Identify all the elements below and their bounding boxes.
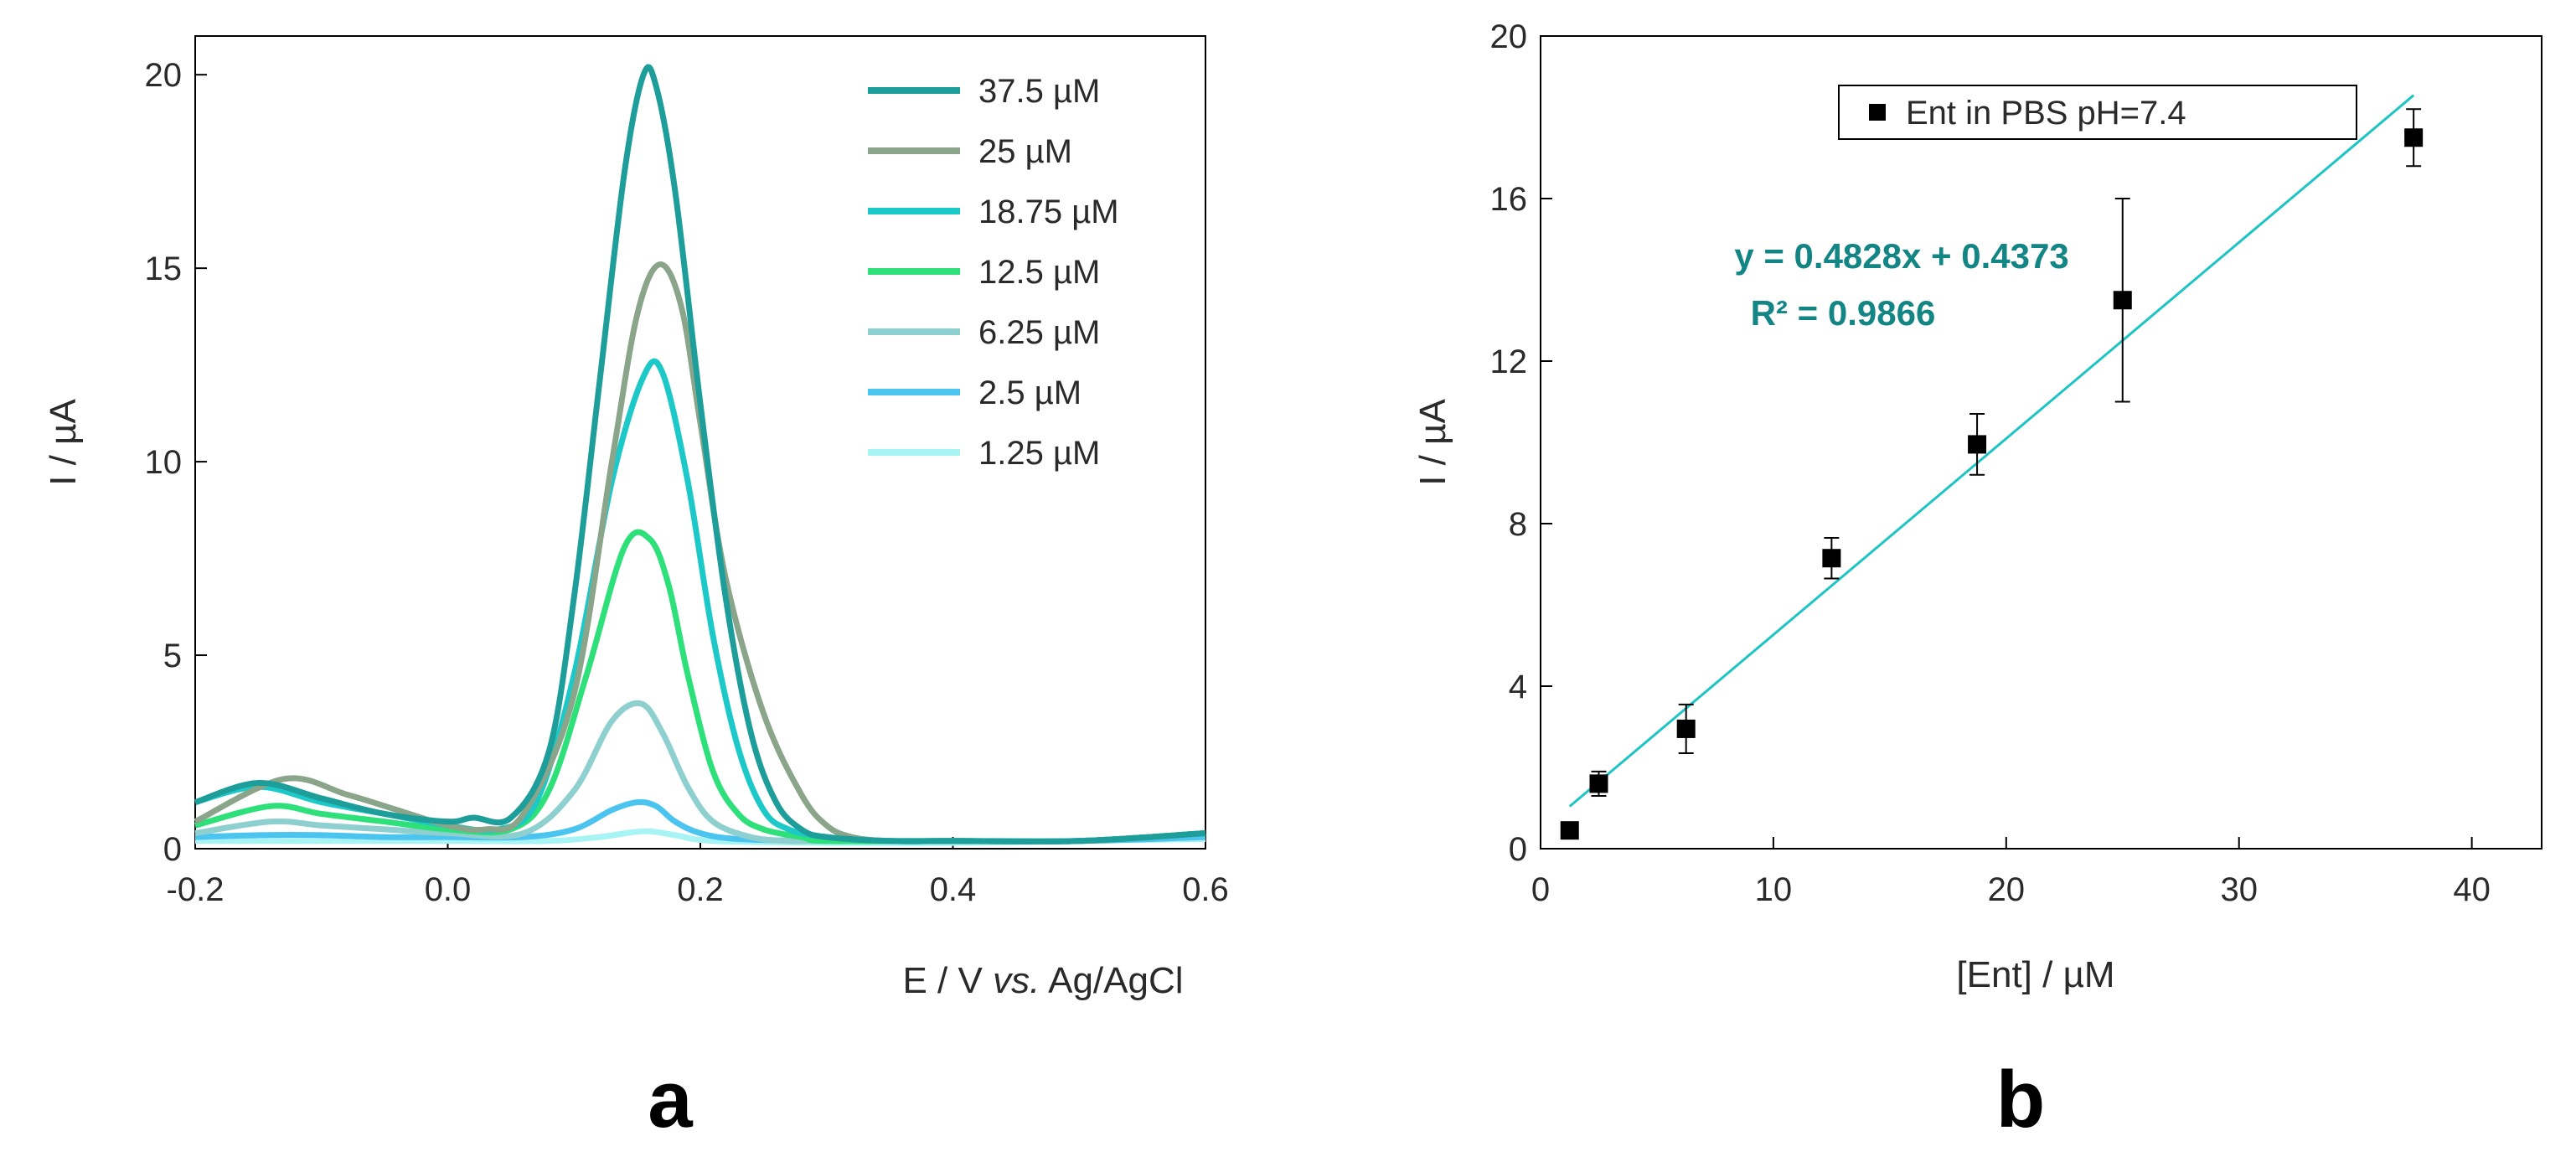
panel-b-x-axis-label: [Ent] / µM <box>1956 954 2114 995</box>
x-tick-label: 0 <box>1531 871 1550 908</box>
x-tick-label: 0.0 <box>425 871 472 908</box>
legend-entry-label: 6.25 µM <box>978 314 1100 351</box>
x-axis-label-part: Ag/AgCl <box>1040 960 1183 1001</box>
data-point <box>2404 128 2424 147</box>
fit-r-squared: R² = 0.9866 <box>1751 293 1936 333</box>
y-tick-label: 15 <box>145 251 183 287</box>
y-tick-label: 5 <box>163 638 182 674</box>
data-point <box>2113 291 2132 310</box>
y-tick-label: 12 <box>1490 343 1528 380</box>
legend-box <box>1838 85 2357 140</box>
x-tick-label: 40 <box>2453 871 2491 908</box>
x-tick-label: -0.2 <box>167 871 225 908</box>
panel-a-chart: 0 5 10 15 20 -0.2 0.0 0.2 0.4 0.6 37.5 µM 25 µM 18… <box>43 35 1229 1144</box>
panel-b-legend: Ent in PBS pH=7.4 <box>1838 85 2357 140</box>
x-tick-label: 10 <box>1755 871 1793 908</box>
legend-entry-label: 18.75 µM <box>978 194 1119 230</box>
fit-equation: y = 0.4828x + 0.4373 <box>1734 236 2068 276</box>
panel-a-y-axis-label: I / µA <box>43 399 84 486</box>
y-tick-label: 4 <box>1509 669 1527 705</box>
legend-entry-label: 12.5 µM <box>978 254 1100 291</box>
series-line-37.5-M <box>194 64 1206 845</box>
panel-b-chart: 0 4 8 12 16 20 0 10 20 30 40 Ent in PBS pH=7.4 y … <box>1412 18 2542 1144</box>
data-point <box>1968 435 1987 454</box>
y-tick-label: 16 <box>1490 181 1528 218</box>
y-tick-label: 0 <box>163 831 182 868</box>
y-tick-label: 20 <box>145 57 183 94</box>
panel-b-letter: b <box>1996 1055 2046 1144</box>
x-tick-label: 0.6 <box>1182 871 1229 908</box>
panel-a-x-axis-label: E / V vs. Ag/AgCl <box>902 960 1183 1001</box>
legend-entry-label: 1.25 µM <box>978 435 1100 472</box>
data-point <box>1822 549 1841 568</box>
x-tick-label: 20 <box>1988 871 2026 908</box>
panel-b-plot-frame <box>1540 35 2542 850</box>
data-point <box>1560 821 1579 840</box>
x-axis-label-italic-part: vs. <box>993 960 1040 1001</box>
data-point <box>1676 719 1696 738</box>
legend-entry-label: 2.5 µM <box>978 374 1082 411</box>
fit-line <box>1568 94 2415 808</box>
legend-entry-label: 37.5 µM <box>978 73 1100 110</box>
y-tick-label: 20 <box>1490 18 1528 55</box>
x-tick-label: 0.4 <box>930 871 977 908</box>
legend-label: Ent in PBS pH=7.4 <box>1906 95 2186 132</box>
x-axis-label-part: E / V <box>902 960 993 1001</box>
legend-marker <box>1869 104 1886 121</box>
y-tick-label: 0 <box>1509 831 1527 868</box>
y-tick-label: 8 <box>1509 506 1527 543</box>
panel-a-letter: a <box>648 1055 693 1144</box>
panel-a-legend: 37.5 µM 25 µM 18.75 µM 12.5 µM 6.25 µM 2.5 µM… <box>868 73 1119 472</box>
y-tick-label: 10 <box>145 444 183 481</box>
x-tick-label: 30 <box>2220 871 2258 908</box>
x-tick-label: 0.2 <box>677 871 724 908</box>
legend-entry-label: 25 µM <box>978 133 1072 170</box>
panel-b-y-axis-label: I / µA <box>1412 399 1453 486</box>
data-point <box>1589 774 1608 793</box>
